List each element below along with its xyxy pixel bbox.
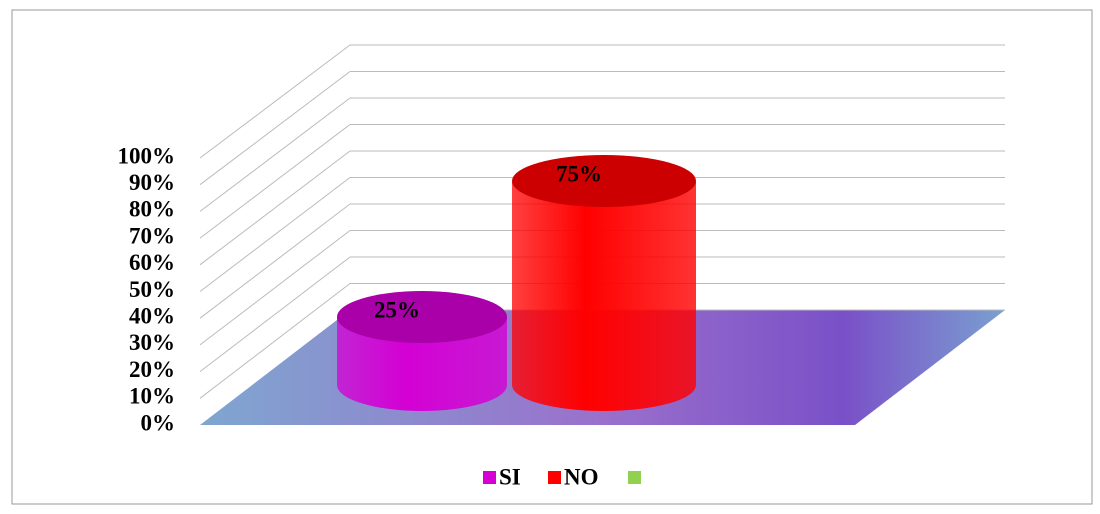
bar xyxy=(512,181,696,411)
y-tick-label: 50% xyxy=(129,277,175,302)
bar-top xyxy=(337,291,507,343)
y-tick-label: 40% xyxy=(129,303,175,328)
y-tick-label: 0% xyxy=(141,410,176,435)
grid-line xyxy=(199,124,351,239)
y-tick-label: 60% xyxy=(129,250,175,275)
grid-line xyxy=(199,150,351,266)
bar xyxy=(337,317,507,411)
y-tick-label: 20% xyxy=(129,357,175,382)
grid-line xyxy=(199,203,351,319)
legend-swatch xyxy=(548,471,561,484)
bar-top xyxy=(512,155,696,207)
grid-line xyxy=(199,44,351,159)
grid-line xyxy=(199,283,351,399)
legend: SI NO xyxy=(483,464,641,489)
grid-line xyxy=(199,97,351,212)
y-tick-label: 80% xyxy=(129,197,175,222)
y-tick-label: 10% xyxy=(129,384,175,409)
bars: 25% 75% xyxy=(337,155,696,411)
legend-label: NO xyxy=(564,464,599,489)
legend-swatch xyxy=(628,471,641,484)
y-tick-label: 70% xyxy=(129,223,175,248)
grid-line xyxy=(199,230,351,346)
legend-label: SI xyxy=(499,464,521,489)
y-tick-label: 100% xyxy=(118,143,176,168)
grid-line xyxy=(199,256,351,372)
y-tick-label: 30% xyxy=(129,330,175,355)
data-label: 25% xyxy=(374,297,420,322)
legend-swatch xyxy=(483,471,496,484)
data-label: 75% xyxy=(556,161,602,186)
grid-line xyxy=(199,71,351,186)
grid-line xyxy=(199,177,351,292)
y-tick-label: 90% xyxy=(129,170,175,195)
